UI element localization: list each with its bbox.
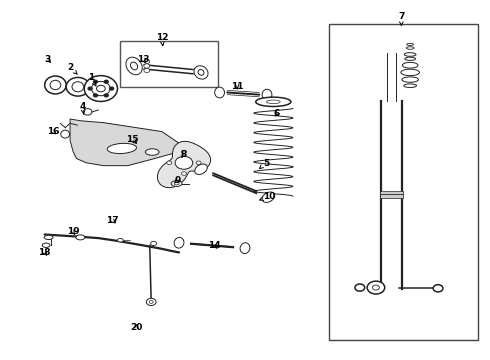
Circle shape [367, 281, 385, 294]
Circle shape [144, 68, 150, 73]
Text: 6: 6 [273, 109, 280, 118]
Text: 10: 10 [260, 192, 275, 201]
Ellipse shape [146, 149, 159, 155]
Circle shape [196, 161, 201, 165]
Text: 20: 20 [130, 323, 143, 332]
Circle shape [149, 301, 153, 303]
Ellipse shape [405, 57, 416, 60]
Circle shape [110, 87, 114, 90]
Ellipse shape [45, 76, 66, 94]
Bar [121, 41, 218, 87]
Circle shape [167, 161, 172, 165]
Text: 8: 8 [181, 150, 187, 159]
Ellipse shape [240, 243, 250, 253]
Ellipse shape [50, 80, 61, 90]
Text: 9: 9 [174, 176, 181, 185]
Text: 5: 5 [260, 159, 269, 168]
Ellipse shape [61, 130, 70, 138]
Text: 7: 7 [398, 12, 405, 26]
Ellipse shape [198, 69, 204, 75]
Text: 15: 15 [126, 135, 139, 144]
Text: 12: 12 [156, 33, 168, 46]
Ellipse shape [215, 87, 224, 98]
Ellipse shape [66, 77, 90, 96]
Ellipse shape [267, 100, 280, 104]
Ellipse shape [404, 53, 416, 56]
Ellipse shape [84, 76, 118, 102]
Circle shape [144, 59, 150, 64]
Text: 16: 16 [47, 127, 59, 136]
Circle shape [181, 150, 186, 154]
Text: 18: 18 [38, 248, 51, 257]
Ellipse shape [401, 69, 419, 76]
Text: 14: 14 [208, 241, 220, 250]
Bar [380, 191, 403, 198]
Circle shape [104, 80, 108, 83]
Text: 19: 19 [67, 228, 79, 237]
Circle shape [94, 80, 98, 83]
Ellipse shape [402, 77, 418, 82]
Ellipse shape [407, 43, 414, 45]
Ellipse shape [174, 182, 179, 185]
Ellipse shape [42, 243, 50, 247]
Polygon shape [70, 119, 181, 166]
Ellipse shape [174, 237, 184, 248]
Ellipse shape [194, 66, 208, 79]
Text: 17: 17 [106, 216, 119, 225]
Circle shape [175, 156, 193, 169]
Text: 1: 1 [88, 73, 96, 86]
Ellipse shape [404, 84, 416, 87]
Ellipse shape [76, 235, 85, 240]
Circle shape [181, 172, 186, 175]
Ellipse shape [130, 62, 138, 70]
Bar [329, 24, 478, 339]
Ellipse shape [262, 192, 275, 202]
Text: 13: 13 [137, 55, 149, 64]
Ellipse shape [171, 181, 182, 186]
Text: 11: 11 [231, 82, 244, 91]
Ellipse shape [256, 97, 291, 107]
Ellipse shape [118, 238, 123, 242]
Circle shape [104, 94, 108, 97]
Text: 4: 4 [79, 102, 86, 114]
Text: 2: 2 [67, 63, 77, 74]
Polygon shape [157, 141, 211, 188]
Circle shape [144, 64, 150, 68]
Ellipse shape [107, 143, 137, 153]
Circle shape [88, 87, 92, 90]
Ellipse shape [72, 82, 84, 92]
Circle shape [372, 285, 379, 290]
Ellipse shape [195, 164, 207, 175]
Ellipse shape [402, 62, 418, 68]
Ellipse shape [262, 89, 272, 100]
Circle shape [433, 285, 443, 292]
Text: 3: 3 [45, 55, 51, 64]
Ellipse shape [406, 47, 414, 49]
Ellipse shape [97, 85, 105, 92]
Circle shape [94, 94, 98, 97]
Circle shape [83, 109, 92, 115]
Ellipse shape [44, 235, 53, 239]
Circle shape [151, 241, 157, 246]
Circle shape [355, 284, 365, 291]
Circle shape [147, 298, 156, 306]
Ellipse shape [126, 57, 142, 75]
Ellipse shape [92, 81, 110, 96]
